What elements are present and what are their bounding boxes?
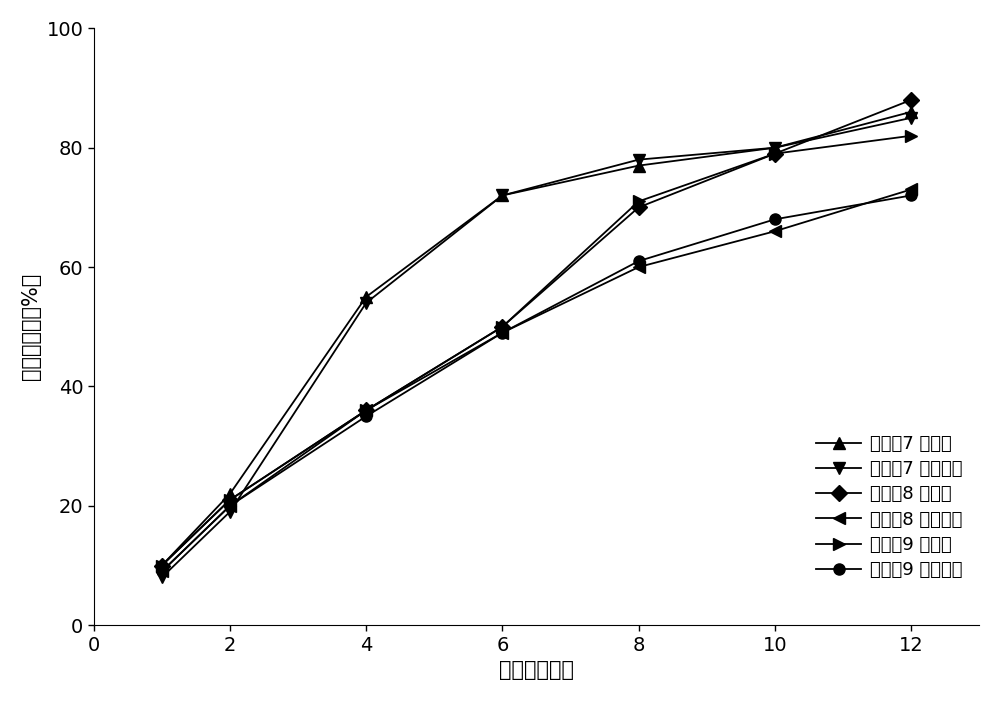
Line: 实施佹7 沙库巴曲: 实施佹7 沙库巴曲 xyxy=(156,112,917,583)
实施佹9 缓沙坦 xyxy=(633,197,645,205)
实施佹7 缓沙坦 xyxy=(496,191,508,200)
实施佹8 沙库巴曲 xyxy=(905,185,917,193)
实施佹8 沙库巴曲 xyxy=(360,406,372,414)
实施佹9 沙库巴曲 xyxy=(769,215,781,224)
实施佹7 缓沙坦 xyxy=(769,144,781,152)
实施佹7 缓沙坦 xyxy=(224,490,236,498)
实施佹7 沙库巴曲 xyxy=(496,191,508,200)
实施佹8 沙库巴曲 xyxy=(224,502,236,510)
实施佹9 沙库巴曲 xyxy=(224,502,236,510)
实施佹8 沙库巴曲 xyxy=(496,329,508,337)
实施佹7 缓沙坦 xyxy=(633,161,645,170)
Y-axis label: 累积释放度（%）: 累积释放度（%） xyxy=(21,273,41,381)
实施佹9 缓沙坦 xyxy=(769,149,781,158)
实施佹7 沙库巴曲 xyxy=(633,156,645,164)
实施佹9 缓沙坦 xyxy=(905,132,917,140)
实施佹8 缓沙坦 xyxy=(769,149,781,158)
实施佹8 缓沙坦 xyxy=(633,203,645,212)
实施佹7 沙库巴曲 xyxy=(360,299,372,307)
实施佹8 沙库巴曲 xyxy=(769,227,781,236)
实施佹9 缓沙坦 xyxy=(224,496,236,504)
X-axis label: 时间（小时）: 时间（小时） xyxy=(499,660,574,680)
Line: 实施佹9 缓沙坦: 实施佹9 缓沙坦 xyxy=(156,130,917,571)
Legend: 实施佹7 缓沙坦, 实施佹7 沙库巴曲, 实施佹8 缓沙坦, 实施佹8 沙库巴曲, 实施佹9 缓沙坦, 实施佹9 沙库巴曲: 实施佹7 缓沙坦, 实施佹7 沙库巴曲, 实施佹8 缓沙坦, 实施佹8 沙库巴曲… xyxy=(809,428,970,586)
实施佹7 沙库巴曲 xyxy=(769,144,781,152)
实施佹7 沙库巴曲 xyxy=(905,114,917,122)
实施佹8 缓沙坦 xyxy=(156,562,168,570)
实施佹8 缓沙坦 xyxy=(224,496,236,504)
实施佹7 缓沙坦 xyxy=(156,562,168,570)
实施佹8 沙库巴曲 xyxy=(633,263,645,271)
实施佹9 缓沙坦 xyxy=(360,406,372,414)
实施佹9 沙库巴曲 xyxy=(905,191,917,200)
实施佹9 沙库巴曲 xyxy=(633,257,645,265)
实施佹8 缓沙坦 xyxy=(360,406,372,414)
实施佹9 缓沙坦 xyxy=(156,562,168,570)
实施佹7 缓沙坦 xyxy=(905,108,917,116)
实施佹8 沙库巴曲 xyxy=(156,567,168,576)
实施佹9 沙库巴曲 xyxy=(156,567,168,576)
实施佹8 缓沙坦 xyxy=(905,96,917,104)
Line: 实施佹7 缓沙坦: 实施佹7 缓沙坦 xyxy=(156,107,917,571)
实施佹7 沙库巴曲 xyxy=(224,508,236,516)
Line: 实施佹9 沙库巴曲: 实施佹9 沙库巴曲 xyxy=(156,190,917,577)
Line: 实施佹8 缓沙坦: 实施佹8 缓沙坦 xyxy=(156,95,917,571)
实施佹9 沙库巴曲 xyxy=(360,412,372,421)
实施佹8 缓沙坦 xyxy=(496,322,508,331)
实施佹7 沙库巴曲 xyxy=(156,573,168,582)
实施佹9 缓沙坦 xyxy=(496,322,508,331)
实施佹9 沙库巴曲 xyxy=(496,329,508,337)
实施佹7 缓沙坦 xyxy=(360,293,372,301)
Line: 实施佹8 沙库巴曲: 实施佹8 沙库巴曲 xyxy=(156,184,917,577)
